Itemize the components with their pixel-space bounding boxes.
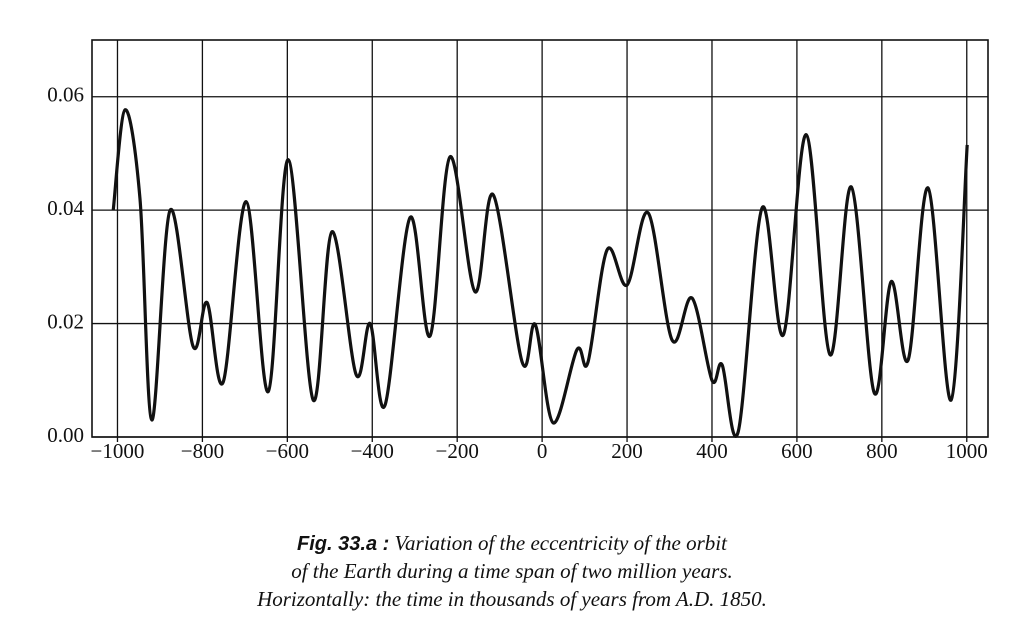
x-tick-label: −200 (436, 439, 479, 463)
y-tick-label: 0.00 (47, 423, 84, 447)
x-tick-label: 200 (611, 439, 643, 463)
figure-label: Fig. 33.a : (297, 533, 389, 555)
x-tick-label: −600 (266, 439, 309, 463)
x-tick-label: −800 (181, 439, 224, 463)
eccentricity-line (111, 108, 969, 438)
x-tick-label: 600 (781, 439, 813, 463)
plot-frame (91, 39, 989, 438)
x-tick-label: 800 (866, 439, 898, 463)
caption-line-1: Fig. 33.a : Variation of the eccentricit… (297, 531, 728, 555)
y-tick-label: 0.04 (47, 196, 84, 220)
y-tick-label: 0.06 (47, 83, 84, 107)
y-tick-label: 0.02 (47, 309, 84, 333)
x-tick-label: 1000 (946, 439, 988, 463)
x-tick-label: −1000 (91, 439, 145, 463)
caption-text: Variation of the eccentricity of the orb… (395, 531, 729, 555)
caption-line-2: of the Earth during a time span of two m… (291, 559, 733, 583)
x-tick-label: −400 (351, 439, 394, 463)
x-tick-label: 400 (696, 439, 728, 463)
x-tick-label: 0 (537, 439, 548, 463)
caption-line-3: Horizontally: the time in thousands of y… (256, 587, 767, 611)
